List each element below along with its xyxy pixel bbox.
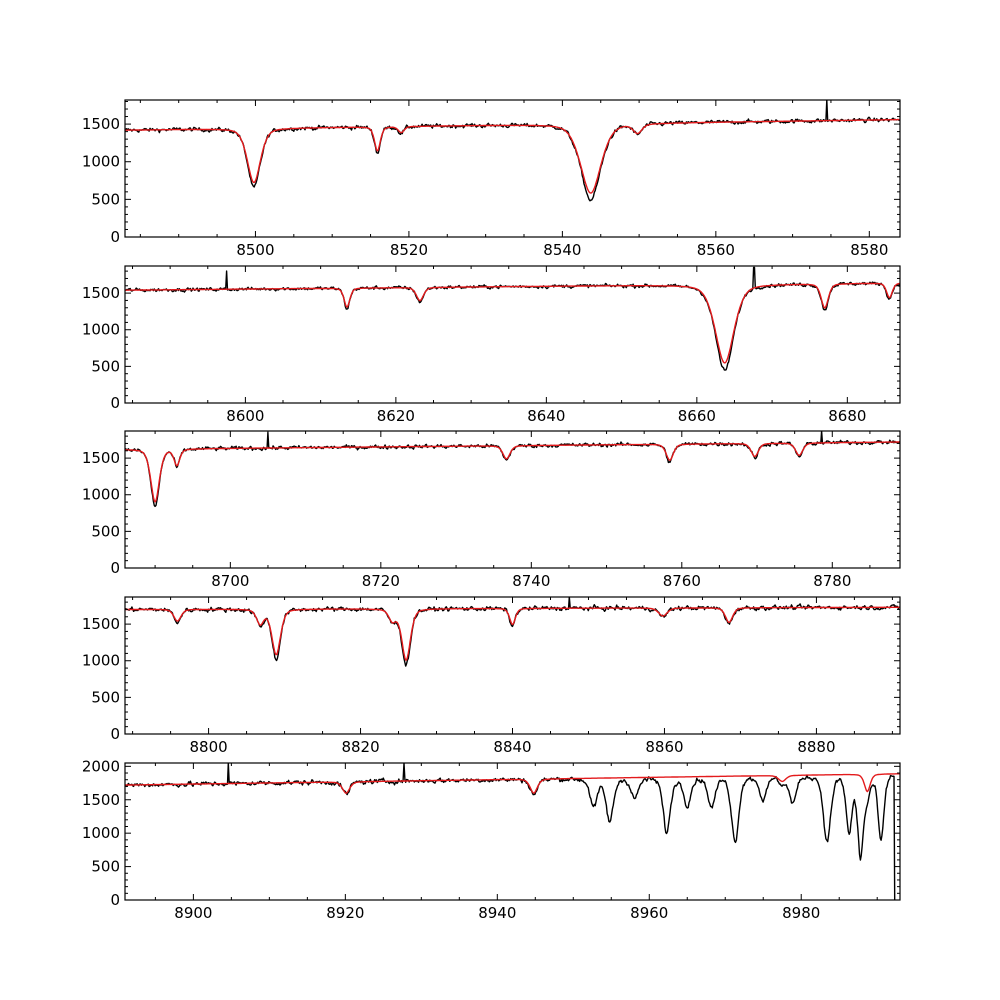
x-tick-label: 8540 [543,241,581,259]
y-tick-label: 1000 [82,652,120,670]
y-tick-label: 1500 [82,284,120,302]
x-tick-label: 8720 [362,572,400,590]
x-tick-label: 8820 [341,738,379,756]
x-tick-label: 8860 [645,738,683,756]
x-tick-label: 8680 [828,407,866,425]
y-tick-label: 1500 [82,449,120,467]
x-tick-label: 8660 [678,407,716,425]
observed-spectrum-line [125,266,900,371]
y-tick-label: 1500 [82,115,120,133]
panel-5: 8900 8920 8940 8960 8980 0 500 1000 1500 2000 [82,757,901,922]
y-tick-label: 1500 [82,791,120,809]
y-tick-label: 0 [110,891,120,909]
axes-frame [124,265,901,404]
panel-3: 8700 8720 8740 8760 8780 0 500 1000 1500 [82,430,901,590]
observed-spectrum-line [125,100,900,202]
y-tick-label: 1000 [82,486,120,504]
x-tick-label: 8760 [663,572,701,590]
x-tick-label: 8780 [813,572,851,590]
axes-frame [124,596,901,735]
model-spectrum-line [125,282,900,364]
y-tick-label: 1500 [82,615,120,633]
model-spectrum-line [125,606,900,661]
y-tick-label: 500 [91,688,120,706]
axes-frame [124,99,901,238]
x-tick-label: 8920 [326,904,364,922]
y-tick-label: 500 [91,190,120,208]
model-spectrum-line [125,441,900,503]
y-tick-label: 500 [91,858,120,876]
x-tick-label: 8640 [527,407,565,425]
x-tick-label: 8940 [478,904,516,922]
y-tick-label: 1000 [82,153,120,171]
panel-2: 8600 8620 8640 8660 8680 0 500 1000 1500 [82,265,901,425]
x-tick-label: 8520 [390,241,428,259]
x-tick-label: 8740 [512,572,550,590]
axes-frame [124,430,901,569]
axes-frame [124,762,901,901]
y-tick-label: 1000 [82,824,120,842]
y-tick-label: 1000 [82,321,120,339]
panel-1: 8500 8520 8540 8560 8580 0 500 1000 1500 [82,99,901,259]
y-tick-label: 500 [91,357,120,375]
x-tick-label: 8500 [236,241,274,259]
x-tick-label: 8800 [189,738,227,756]
y-tick-label: 0 [110,228,120,246]
x-tick-label: 8960 [630,904,668,922]
y-tick-label: 2000 [82,757,120,775]
y-tick-label: 500 [91,522,120,540]
model-spectrum-line [125,773,900,794]
x-tick-label: 8980 [782,904,820,922]
x-tick-label: 8880 [797,738,835,756]
model-spectrum-line [125,118,900,194]
x-tick-label: 8620 [377,407,415,425]
panel-4: 8800 8820 8840 8860 8880 0 500 1000 1500 [82,596,901,756]
x-tick-label: 8900 [174,904,212,922]
observed-spectrum-line [125,431,900,508]
x-tick-label: 8600 [226,407,264,425]
x-tick-label: 8700 [211,572,249,590]
x-tick-label: 8560 [697,241,735,259]
x-tick-label: 8840 [493,738,531,756]
y-tick-label: 0 [110,559,120,577]
x-tick-label: 8580 [850,241,888,259]
y-tick-label: 0 [110,394,120,412]
y-tick-label: 0 [110,725,120,743]
